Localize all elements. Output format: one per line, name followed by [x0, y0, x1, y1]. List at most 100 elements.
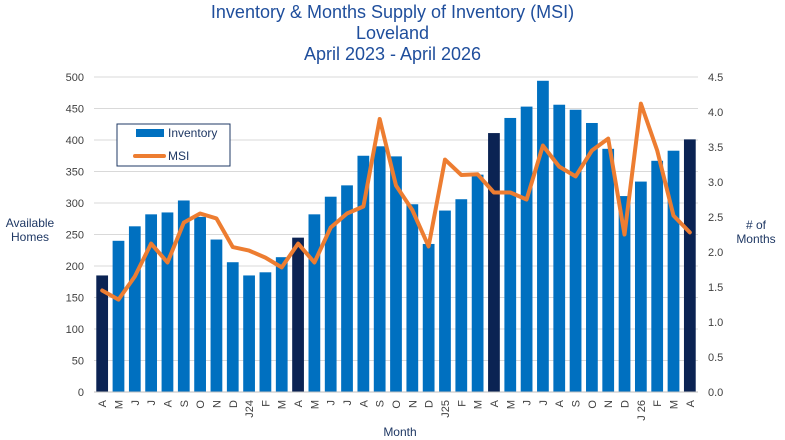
bar-series [96, 80, 696, 393]
y-axis-left-title-line2: Homes [11, 230, 49, 244]
inventory-bar [341, 185, 353, 392]
inventory-bar [651, 160, 664, 392]
x-tick-label: O [195, 400, 207, 409]
inventory-bar [194, 216, 206, 392]
y-right-tick-label: 4.0 [708, 107, 723, 119]
inventory-bar [177, 200, 190, 392]
y-right-tick-label: 3.5 [708, 142, 723, 154]
inventory-bar [259, 272, 272, 392]
msi-line [100, 101, 692, 302]
inventory-bar [537, 80, 549, 392]
y-left-tick-label: 250 [66, 230, 84, 242]
x-tick-label: O [391, 400, 403, 409]
inventory-bar [602, 148, 615, 392]
inventory-bar [145, 214, 158, 392]
x-tick-label: D [228, 400, 240, 408]
x-tick-label: F [652, 400, 664, 407]
inventory-bar [439, 210, 451, 392]
x-tick-label: F [260, 400, 272, 407]
y-right-tick-label: 2.0 [708, 247, 723, 259]
inventory-bar [586, 122, 598, 393]
x-tick-label: N [407, 400, 419, 408]
x-tick-label: D [620, 400, 632, 408]
inventory-bar [161, 212, 174, 392]
y-left-tick-label: 150 [66, 293, 84, 305]
x-tick-label: J25 [440, 400, 452, 418]
inventory-bar [96, 275, 109, 392]
inventory-bar [390, 156, 402, 392]
y-left-tick-label: 400 [66, 135, 84, 147]
inventory-bar [243, 275, 255, 392]
y-right-tick-label: 1.0 [708, 317, 723, 329]
inventory-bar [357, 155, 370, 392]
inventory-bar [520, 106, 533, 393]
x-tick-label: M [669, 400, 681, 409]
inventory-bar [292, 237, 304, 392]
y-left-tick-label: 50 [72, 356, 84, 368]
chart-subtitle: Loveland [355, 23, 430, 43]
inventory-bar [553, 104, 566, 392]
x-tick-label: A [97, 399, 109, 407]
y-left-tick-label: 450 [66, 104, 84, 116]
msi-line-series [100, 101, 692, 302]
inventory-bar [683, 139, 696, 392]
x-tick-label: A [489, 399, 501, 407]
x-tick-label: D [424, 400, 436, 408]
x-tick-label: S [571, 400, 583, 407]
x-tick-label: J [146, 400, 158, 406]
x-tick-label: F [456, 400, 468, 407]
x-tick-label: M [473, 400, 485, 409]
y-left-tick-label: 100 [66, 324, 84, 336]
inventory-bar [128, 226, 141, 392]
y-right-tick-label: 4.5 [708, 72, 723, 84]
inventory-bar [569, 109, 582, 392]
legend-box [116, 123, 231, 167]
y-right-tick-label: 0.0 [708, 387, 723, 399]
y-right-tick-label: 0.5 [708, 352, 723, 364]
x-tick-label: N [603, 400, 615, 408]
y-right-tick-label: 2.5 [708, 212, 723, 224]
x-tick-label: J [342, 400, 354, 406]
x-axis-title: Month [383, 425, 416, 439]
x-tick-label: M [113, 400, 125, 409]
y-axis-left-ticks: 0 50 100 150 200 250 300 350 400 450 500 [66, 72, 84, 399]
x-tick-label: N [211, 400, 223, 408]
x-tick-label: A [358, 399, 370, 407]
inventory-bar [373, 146, 386, 392]
x-tick-label: A [685, 399, 697, 407]
x-tick-label: O [587, 400, 599, 409]
x-tick-label: A [162, 399, 174, 407]
y-left-tick-label: 300 [66, 198, 84, 210]
x-tick-label: J 26 [636, 400, 648, 421]
inventory-bar [455, 199, 468, 392]
y-right-tick-label: 1.5 [708, 282, 723, 294]
x-tick-label: J [130, 400, 142, 406]
y-axis-left-title-line1: Available [6, 216, 55, 230]
chart-date-range: April 2023 - April 2026 [303, 44, 482, 64]
y-right-tick-label: 3.0 [708, 177, 723, 189]
inventory-bar [618, 196, 631, 392]
inventory-bar [634, 181, 647, 392]
inventory-bar [488, 133, 500, 392]
inventory-bar [226, 262, 239, 392]
inventory-bar [667, 150, 680, 392]
x-tick-label: M [309, 400, 321, 409]
y-axis-right-title-line2: Months [736, 232, 775, 246]
legend-label-inventory: Inventory [168, 126, 217, 140]
inventory-bar [406, 204, 419, 392]
y-left-tick-label: 200 [66, 261, 84, 273]
legend-label-msi: MSI [168, 149, 189, 163]
x-tick-label: J [326, 400, 338, 406]
x-tick-label: A [554, 399, 566, 407]
x-tick-label: J [522, 400, 534, 406]
y-axis-right-ticks: 0.0 0.5 1.0 1.5 2.0 2.5 3.0 3.5 4.0 4.5 [708, 72, 723, 399]
inventory-bar [324, 196, 337, 392]
y-left-tick-label: 500 [66, 72, 84, 84]
chart-title: Inventory & Months Supply of Inventory (… [210, 2, 575, 22]
y-axis-right-title-line1: # of [746, 218, 767, 232]
x-axis-ticks: A M J J A S O N D J24 F M A M J J A S O N D J25 F M A M J J A S O N D J 2… [97, 399, 697, 420]
x-tick-label: M [277, 400, 289, 409]
legend: Inventory MSI [116, 123, 231, 167]
y-left-tick-label: 350 [66, 167, 84, 179]
